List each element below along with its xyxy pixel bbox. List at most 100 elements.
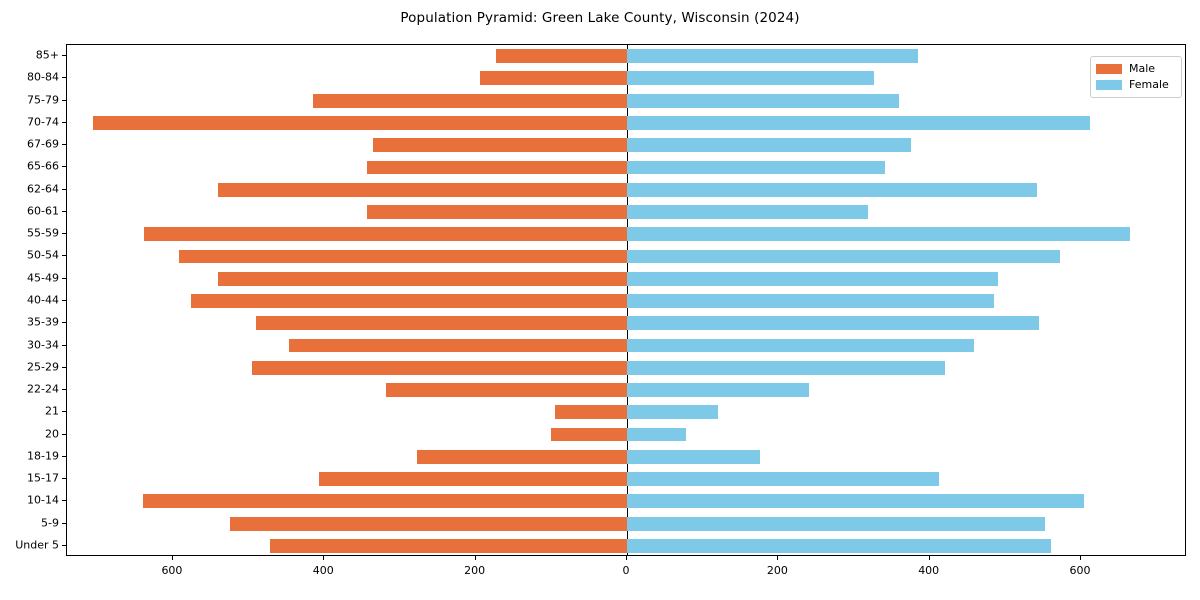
bar-male (217, 271, 627, 286)
bar-row (67, 182, 1185, 197)
y-axis-tick (62, 255, 66, 257)
x-axis-label: 400 (918, 564, 940, 577)
y-axis-tick (62, 77, 66, 79)
bar-row (67, 138, 1185, 153)
y-axis-tick (62, 210, 66, 212)
y-axis-tick (62, 455, 66, 457)
x-axis-label: 600 (161, 564, 183, 577)
bar-row (67, 205, 1185, 219)
bar-female (627, 294, 995, 308)
bar-male (496, 49, 627, 64)
bar-row (67, 538, 1185, 553)
x-axis-label: 200 (766, 564, 788, 577)
x-axis-tick (777, 556, 779, 560)
bar-female (627, 116, 1091, 130)
y-axis-label: 35-39 (27, 315, 59, 329)
y-axis-label: 55-59 (27, 226, 59, 240)
bar-female (627, 472, 939, 486)
y-axis-tick (62, 233, 66, 235)
bar-female (627, 49, 919, 64)
y-axis-label: 62-64 (27, 182, 59, 196)
y-axis-label: 75-79 (27, 93, 59, 107)
legend-swatch-male (1096, 64, 1122, 74)
y-axis-tick (62, 99, 66, 101)
x-axis-tick (626, 556, 627, 560)
y-axis-label: 80-84 (27, 70, 59, 84)
y-axis-label: 50-54 (27, 248, 59, 262)
y-axis-tick (62, 166, 66, 168)
plot-inner (67, 45, 1185, 555)
bar-row (67, 405, 1185, 420)
y-axis-label: 60-61 (27, 204, 59, 218)
chart-legend: Male Female (1090, 56, 1182, 98)
y-axis-label: 22-24 (27, 382, 59, 396)
bar-row (67, 116, 1185, 130)
bar-female (627, 227, 1131, 242)
x-axis-label: 0 (622, 564, 630, 577)
y-axis-label: 15-17 (27, 471, 59, 485)
bar-male (144, 227, 627, 242)
legend-swatch-female (1096, 80, 1122, 90)
bar-row (67, 494, 1185, 509)
bar-female (627, 360, 945, 375)
y-axis-tick (62, 344, 66, 346)
bar-female (627, 249, 1060, 264)
legend-label-female: Female (1129, 78, 1169, 91)
x-axis-label: 600 (1069, 564, 1091, 577)
bar-male (229, 516, 627, 531)
bar-row (67, 93, 1185, 108)
bar-row (67, 49, 1185, 64)
bar-female (627, 160, 886, 175)
bar-male (179, 249, 627, 264)
bar-female (627, 516, 1046, 531)
x-axis-tick (1080, 556, 1082, 560)
bar-female (627, 449, 761, 464)
bar-row (67, 516, 1185, 531)
y-axis-tick (62, 522, 66, 524)
y-axis-tick (62, 544, 66, 546)
legend-item-male: Male (1096, 61, 1176, 77)
bar-male (319, 472, 627, 486)
y-axis-label: 65-66 (27, 159, 59, 173)
bar-male (256, 316, 627, 331)
bar-male (550, 427, 627, 442)
x-axis-tick (323, 556, 325, 560)
y-axis-tick (62, 55, 66, 57)
bar-male (312, 93, 627, 108)
y-axis-label: 25-29 (27, 360, 59, 374)
bar-row (67, 160, 1185, 175)
bar-row (67, 249, 1185, 264)
y-axis-tick (62, 366, 66, 368)
bar-male (373, 138, 627, 153)
y-axis-tick (62, 188, 66, 190)
y-axis-label: 20 (45, 427, 59, 441)
y-axis-label: Under 5 (15, 538, 59, 552)
x-axis-label: 400 (312, 564, 334, 577)
y-axis-label: 10-14 (27, 493, 59, 507)
bar-male (385, 383, 627, 397)
bar-male (218, 182, 627, 197)
bar-female (627, 93, 900, 108)
bar-male (142, 494, 627, 509)
bar-female (627, 405, 718, 420)
y-axis-label: 40-44 (27, 293, 59, 307)
bar-female (627, 427, 687, 442)
bar-row (67, 227, 1185, 242)
y-axis-label: 67-69 (27, 137, 59, 151)
y-axis-label: 21 (45, 404, 59, 418)
bar-male (555, 405, 627, 420)
bar-male (288, 338, 627, 353)
y-axis-tick (62, 121, 66, 123)
legend-item-female: Female (1096, 77, 1176, 93)
bar-male (252, 360, 627, 375)
y-axis-tick (62, 277, 66, 279)
bar-female (627, 271, 998, 286)
bar-row (67, 294, 1185, 308)
bar-male (191, 294, 627, 308)
bar-row (67, 71, 1185, 86)
y-axis-label: 5-9 (41, 516, 59, 530)
bar-female (627, 138, 911, 153)
legend-label-male: Male (1129, 62, 1156, 75)
y-axis-tick (62, 500, 66, 502)
